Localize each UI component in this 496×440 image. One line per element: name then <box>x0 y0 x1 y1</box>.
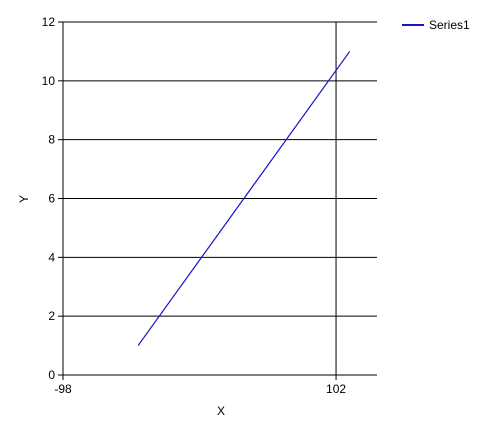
grid-lines <box>63 21 377 375</box>
y-tick-label-8: 8 <box>48 133 55 147</box>
y-tick-label-0: 0 <box>48 368 55 382</box>
y-tick-label-2: 2 <box>48 309 55 323</box>
legend-series1-label: Series1 <box>429 18 470 32</box>
legend: Series1 <box>402 18 470 32</box>
y-tick-label-10: 10 <box>42 74 56 88</box>
x-axis-label: X <box>217 404 225 418</box>
tick-labels: 0 2 4 6 8 10 12 -98 102 <box>42 15 347 396</box>
x-tick-label--98: -98 <box>54 382 72 396</box>
series-lines <box>137 51 351 346</box>
y-axis-label: Y <box>17 195 31 203</box>
series-line-1 <box>137 51 351 346</box>
axes <box>58 21 377 380</box>
y-tick-label-6: 6 <box>48 192 55 206</box>
y-tick-label-12: 12 <box>42 15 56 29</box>
x-tick-label-102: 102 <box>326 382 346 396</box>
y-tick-label-4: 4 <box>48 250 55 264</box>
